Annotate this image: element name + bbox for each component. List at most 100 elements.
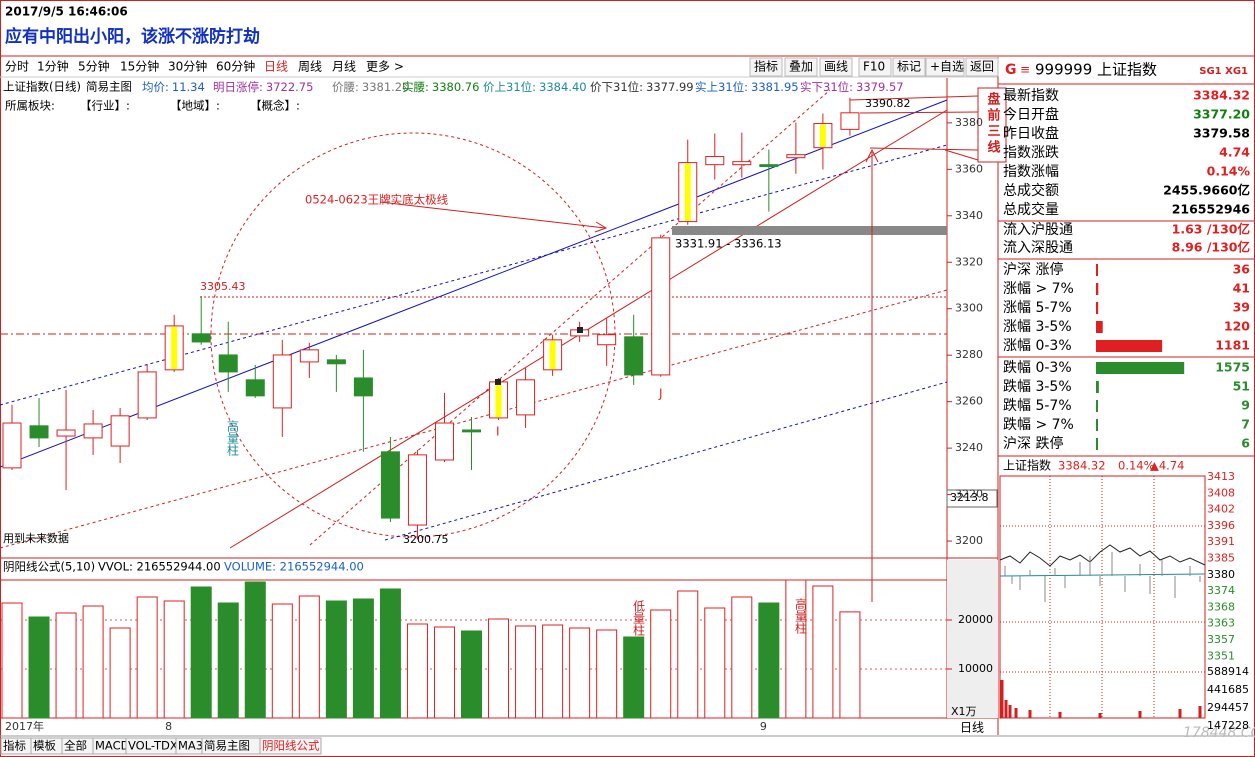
quote-flags: SG1 XG1: [1199, 66, 1248, 77]
info-item: 实上31位: 3381.95: [695, 80, 799, 94]
quote-label: 指数涨幅: [1003, 164, 1059, 180]
breadth-label: 涨幅 > 7%: [1003, 281, 1074, 297]
period-tab[interactable]: 1分钟: [37, 59, 69, 74]
tool-button[interactable]: [819, 57, 853, 77]
mini-tick: 294457: [1207, 701, 1249, 714]
period-tab[interactable]: 5分钟: [78, 59, 110, 74]
mini-tick: 3363: [1207, 617, 1235, 630]
mini-price: [999, 544, 1206, 567]
breadth-value: 7: [1241, 417, 1250, 432]
mini-price: 3384.32: [1058, 459, 1106, 473]
info-item: 实腰: 3380.76: [402, 80, 479, 94]
candle-body: [759, 164, 779, 168]
period-tab[interactable]: 60分钟: [216, 59, 255, 74]
candle-body: [732, 161, 752, 166]
info-label: 价腰:: [332, 80, 359, 94]
info-item: 价下31位: 3377.99: [590, 80, 694, 94]
trend-line: [384, 381, 948, 541]
tab-label[interactable]: 模板: [33, 739, 56, 753]
candle-body: [191, 333, 211, 343]
info-label: 均价:: [142, 80, 169, 94]
tool-button[interactable]: [858, 57, 892, 77]
info-value: 3377.99: [646, 80, 694, 94]
volume-bar: [515, 625, 537, 719]
tool-label[interactable]: +自选: [930, 60, 964, 74]
candle-body: [245, 379, 265, 397]
volume-bar: [55, 612, 77, 719]
info-value: 3722.75: [266, 80, 314, 94]
breadth-label: 沪深 跌停: [1003, 435, 1063, 452]
tab-label[interactable]: VOL-TDX: [128, 739, 178, 753]
volume-bar: [406, 623, 428, 719]
trend-line: [0, 289, 948, 549]
tab-label[interactable]: 阴阳线公式: [262, 739, 320, 753]
breadth-bar: [1096, 283, 1099, 295]
period-tab[interactable]: 30分钟: [168, 59, 207, 74]
sector-label: 所属板块:: [5, 99, 55, 113]
tab-label[interactable]: MACD: [95, 739, 130, 753]
tool-label[interactable]: 画线: [824, 60, 848, 74]
candle-body: [434, 422, 454, 461]
tool-button[interactable]: [892, 57, 926, 77]
info-item: 实下31位: 3379.57: [800, 80, 904, 94]
tab-label[interactable]: 全部: [64, 739, 87, 753]
arrow-head: [594, 221, 608, 233]
info-value: 3384.40: [539, 80, 587, 94]
volume-bar: [488, 618, 510, 719]
breadth-value: 9: [1241, 398, 1250, 413]
breadth-bar: [1096, 419, 1098, 431]
quote-label: 昨日收盘: [1003, 125, 1059, 142]
volume-bar: [812, 585, 834, 719]
candle-body: [462, 429, 482, 433]
annotation: I: [496, 425, 500, 439]
tool-button[interactable]: [784, 57, 818, 77]
volume-bar: [785, 579, 807, 719]
tool-label[interactable]: 返回: [970, 60, 994, 74]
marker: [495, 379, 501, 385]
annotation: 用到未来数据: [3, 531, 69, 545]
period-tab[interactable]: 月线: [332, 60, 356, 74]
tool-button[interactable]: [749, 57, 783, 77]
info-value: 3381.20: [362, 80, 410, 94]
mini-chg: ▲4.74: [1150, 459, 1184, 473]
info-item: 均价: 11.34: [142, 80, 205, 94]
callout-box: [977, 87, 1007, 163]
volume-value: VVOL: 216552944.00: [98, 560, 221, 574]
tool-label[interactable]: F10: [863, 60, 885, 74]
tab[interactable]: [259, 737, 322, 755]
volume-bar: [136, 596, 158, 719]
tool-label[interactable]: 叠加: [789, 60, 813, 74]
y-tick-label: 3300: [955, 302, 983, 315]
watermark: 178448.COM: [1183, 725, 1255, 741]
x-tick-label: 9: [760, 720, 767, 733]
quote-value: 3379.58: [1193, 126, 1250, 141]
mini-tick: 3374: [1207, 584, 1235, 597]
breadth-bar: [1096, 362, 1185, 374]
period-tab[interactable]: 周线: [298, 60, 322, 74]
breadth-label: 涨幅 0-3%: [1003, 338, 1072, 354]
tool-label[interactable]: 标记: [897, 60, 921, 74]
volume-bar: [461, 630, 483, 719]
tool-button[interactable]: [925, 57, 965, 77]
period-tab[interactable]: 更多 >: [366, 60, 404, 74]
logo: ≡: [1020, 63, 1030, 77]
mini-tick: 3380: [1207, 568, 1235, 581]
volume-bar: [758, 602, 780, 719]
tab-label[interactable]: 指标: [3, 739, 26, 753]
period-tab[interactable]: 15分钟: [120, 59, 159, 74]
tool-button[interactable]: [965, 57, 999, 77]
candle-body: [326, 359, 346, 365]
candle-body: [110, 415, 130, 447]
tab-label[interactable]: MA3: [178, 739, 203, 753]
axis-bg: [947, 560, 998, 718]
annotation: J: [658, 387, 663, 401]
tab-label[interactable]: 简易主图: [204, 739, 250, 753]
tool-label[interactable]: 指标: [754, 59, 778, 74]
volume-bar: [379, 588, 401, 719]
candle-highlight: [495, 382, 502, 417]
volume-bar: [677, 590, 699, 719]
period-tab[interactable]: 分时: [5, 60, 29, 74]
period-tab[interactable]: 日线: [264, 60, 288, 74]
mini-tick: 441685: [1207, 683, 1249, 696]
trend-line: [229, 109, 948, 549]
